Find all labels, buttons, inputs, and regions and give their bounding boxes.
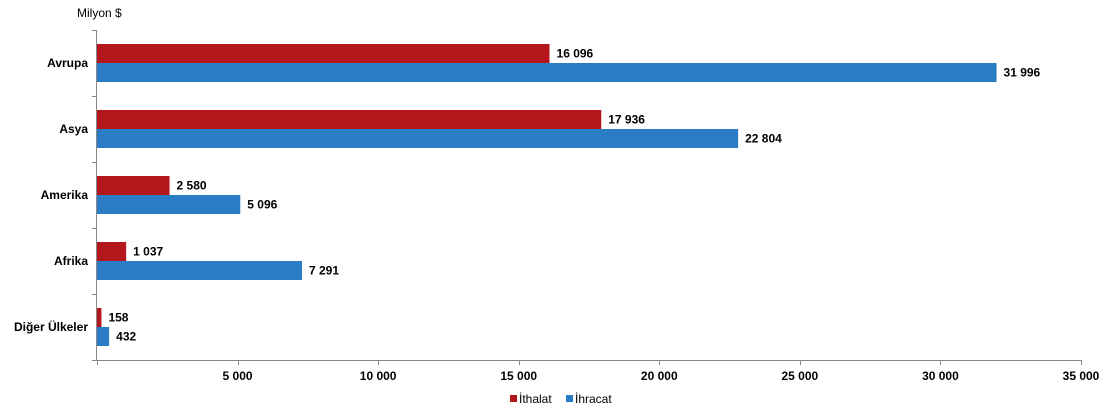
legend-swatch-ihracat [566, 395, 573, 402]
bar-ihracat-amerika [97, 195, 241, 214]
data-label-ihracat-amerika: 5 096 [247, 198, 277, 212]
data-label-ithalat-avrupa: 16 096 [557, 47, 594, 61]
category-labels: Avrupa Asya Amerika Afrika Diğer Ülkeler [14, 56, 88, 334]
category-label-avrupa: Avrupa [47, 56, 88, 70]
bar-ihracat-afrika [97, 261, 302, 280]
category-label-amerika: Amerika [41, 188, 89, 202]
legend-label-ithalat: İthalat [519, 392, 552, 406]
bar-ithalat-afrika [97, 242, 127, 261]
category-label-diger-ulkeler: Diğer Ülkeler [14, 319, 88, 334]
bar-ihracat-asya [97, 129, 739, 148]
axes [92, 30, 1082, 365]
bar-ihracat-diger-ulkeler [97, 327, 110, 346]
x-tick-label-15000: 15 000 [500, 369, 537, 383]
bars-group: 16 096 31 996 17 936 22 804 2 580 5 096 1 037 7… [97, 44, 1041, 346]
legend-label-ihracat: İhracat [575, 392, 612, 406]
x-tick-labels: 5 000 10 000 15 000 20 000 25 000 30 000 35 00… [223, 369, 1100, 383]
category-label-afrika: Afrika [54, 254, 88, 268]
data-label-ithalat-afrika: 1 037 [133, 245, 163, 259]
x-tick-label-30000: 30 000 [922, 369, 959, 383]
x-tick-label-20000: 20 000 [641, 369, 678, 383]
legend-swatch-ithalat [510, 395, 517, 402]
x-tick-label-10000: 10 000 [360, 369, 397, 383]
data-label-ithalat-asya: 17 936 [608, 113, 645, 127]
legend: İthalat İhracat [510, 392, 612, 406]
x-tick-label-35000: 35 000 [1063, 369, 1100, 383]
category-label-asya: Asya [59, 122, 88, 136]
bar-ithalat-diger-ulkeler [97, 308, 102, 327]
data-label-ihracat-diger-ulkeler: 432 [116, 330, 136, 344]
data-label-ithalat-amerika: 2 580 [177, 179, 207, 193]
data-label-ithalat-diger-ulkeler: 158 [108, 311, 128, 325]
data-label-ihracat-afrika: 7 291 [309, 264, 339, 278]
x-tick-label-25000: 25 000 [782, 369, 819, 383]
data-label-ihracat-avrupa: 31 996 [1004, 66, 1041, 80]
bar-ithalat-asya [97, 110, 602, 129]
x-tick-label-5000: 5 000 [223, 369, 253, 383]
bar-ithalat-amerika [97, 176, 170, 195]
unit-label: Milyon $ [77, 6, 122, 20]
bar-ithalat-avrupa [97, 44, 550, 63]
data-label-ihracat-asya: 22 804 [745, 132, 782, 146]
bar-ihracat-avrupa [97, 63, 997, 82]
